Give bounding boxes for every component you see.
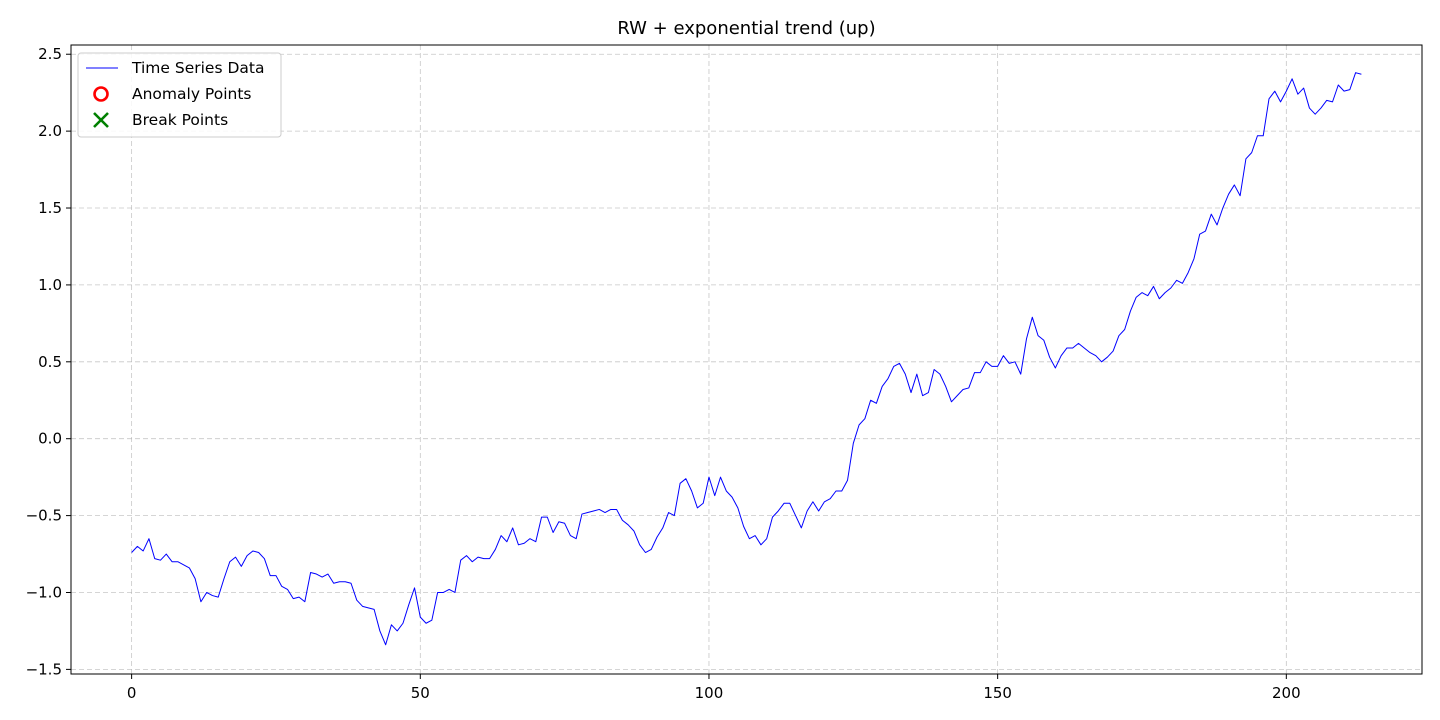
- series-line-time-series-data: [131, 72, 1362, 646]
- plot-series: [131, 72, 1362, 646]
- legend-circle-marker: [93, 86, 109, 102]
- chart-title: RW + exponential trend (up): [617, 18, 875, 39]
- y-tick-label: −0.5: [26, 507, 62, 525]
- grid-lines: [71, 45, 1422, 674]
- x-tick-label: 200: [1272, 684, 1301, 702]
- legend: Time Series Data Anomaly Points Break Poin…: [77, 52, 282, 138]
- x-tick-label: 100: [695, 684, 724, 702]
- y-tick-label: 1.5: [38, 199, 62, 217]
- y-tick-label: 2.0: [38, 122, 62, 140]
- y-tick-label: 0.5: [38, 353, 62, 371]
- legend-label: Break Points: [132, 111, 228, 129]
- y-tick-label: −1.5: [26, 660, 62, 678]
- y-tick-label: 0.0: [38, 430, 62, 448]
- y-tick-label: 1.0: [38, 276, 62, 294]
- x-tick-label: 0: [127, 684, 137, 702]
- legend-label: Time Series Data: [131, 59, 264, 77]
- y-axis: −1.5 −1.0 −0.5 0.0 0.5 1.0 1.5 2.0 2.5: [26, 45, 71, 678]
- y-tick-label: 2.5: [38, 45, 62, 63]
- y-tick-label: −1.0: [26, 583, 62, 601]
- legend-x-marker: [93, 112, 109, 128]
- plot-frame: [70, 44, 1423, 675]
- x-tick-label: 50: [411, 684, 430, 702]
- x-axis: 0 50 100 150 200: [127, 674, 1301, 702]
- legend-box: [77, 52, 282, 138]
- x-tick-label: 150: [983, 684, 1012, 702]
- legend-label: Anomaly Points: [132, 85, 251, 103]
